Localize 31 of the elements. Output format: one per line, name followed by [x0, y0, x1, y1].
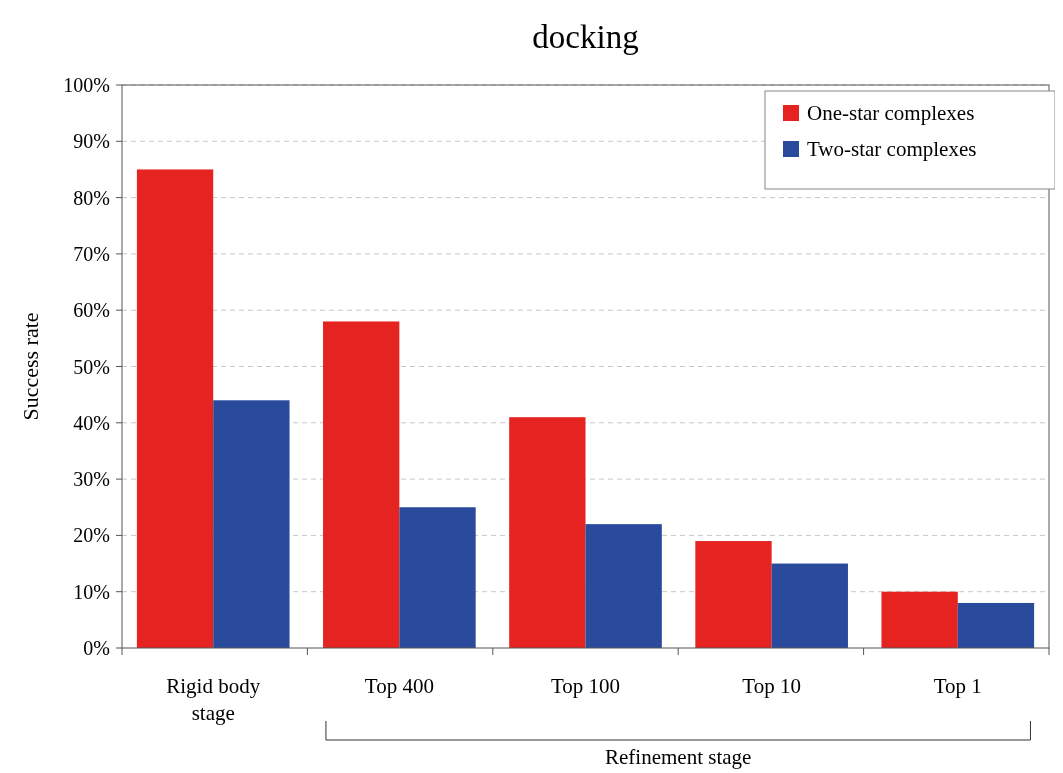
legend-label: One-star complexes — [807, 101, 975, 126]
legend-label: Two-star complexes — [807, 137, 977, 162]
bar — [323, 321, 400, 648]
y-tick-label: 0% — [83, 637, 110, 659]
x-tick-label: Top 10 — [742, 674, 801, 698]
y-tick-label: 10% — [73, 580, 110, 603]
bar — [585, 524, 662, 648]
x-tick-label: Top 1 — [933, 674, 982, 698]
x-tick-label: Top 100 — [550, 674, 621, 698]
y-axis-title: Success rate — [18, 312, 43, 421]
y-tick-label: 70% — [73, 242, 110, 265]
y-tick-label: 80% — [73, 186, 110, 209]
bar — [957, 602, 1035, 648]
y-tick-label: 40% — [73, 411, 110, 434]
bar — [213, 400, 290, 648]
y-tick-label: 90% — [73, 130, 110, 153]
text: Refinement stage — [605, 745, 752, 769]
y-tick-label: 20% — [73, 524, 110, 547]
bar — [695, 541, 772, 648]
y-tick-label: 60% — [73, 299, 110, 322]
y-tick-label: 50% — [73, 355, 110, 378]
bar — [881, 591, 958, 648]
chart-title: docking — [532, 19, 639, 55]
x-tick-label: Rigid body stage — [166, 674, 261, 725]
bar — [509, 417, 586, 648]
y-tick-label: 30% — [73, 468, 110, 491]
x-tick-label: Top 400 — [364, 674, 434, 698]
bar — [136, 169, 214, 648]
y-tick-label: 100% — [63, 74, 110, 96]
bar — [771, 563, 848, 648]
bar — [399, 507, 476, 648]
